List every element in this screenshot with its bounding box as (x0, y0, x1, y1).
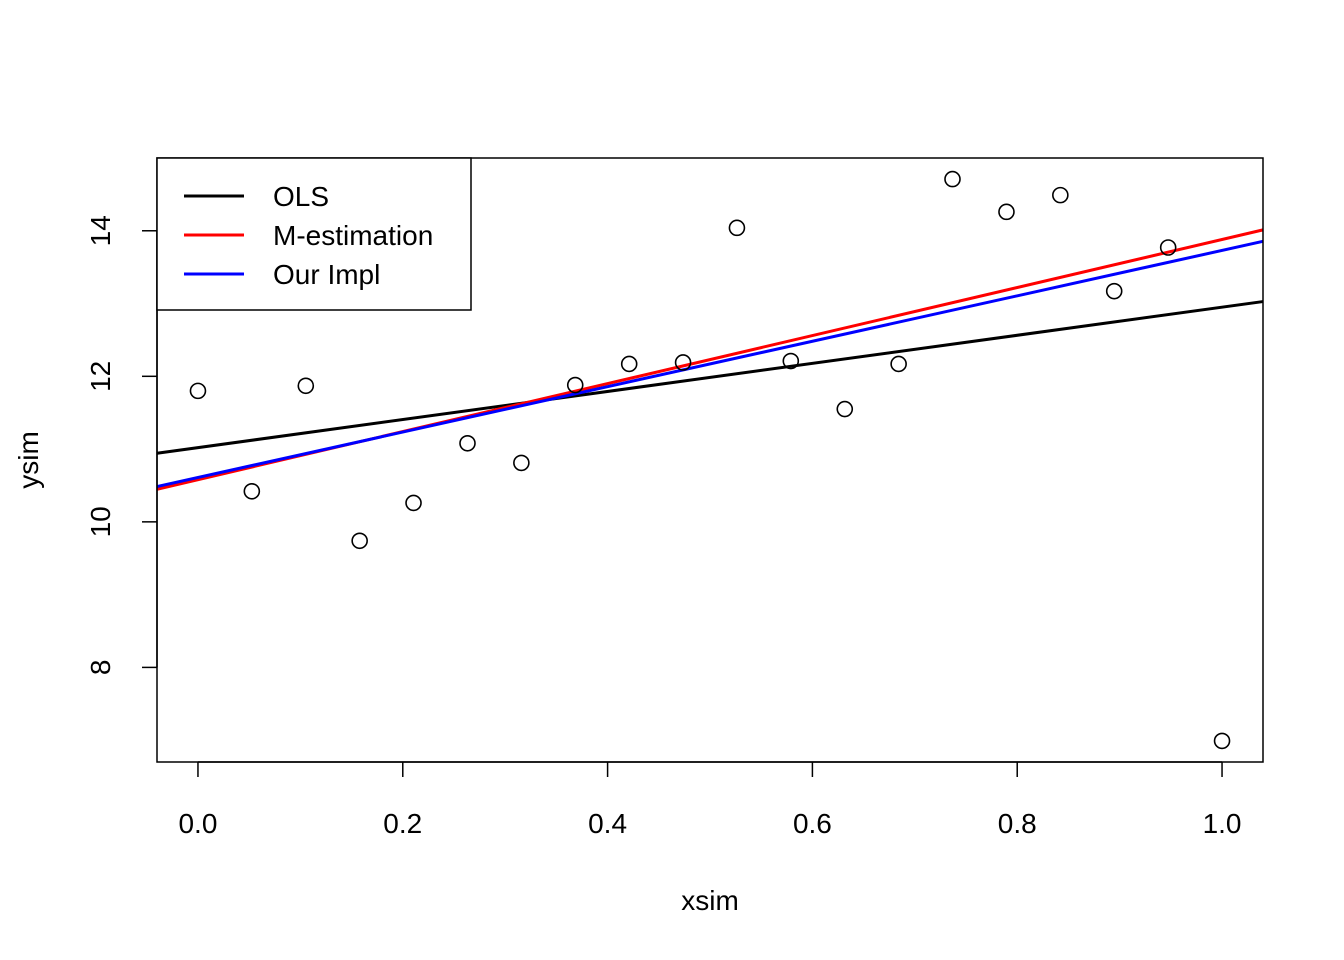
data-point (620, 355, 638, 373)
data-point (1213, 732, 1231, 750)
data-point (189, 382, 207, 400)
y-axis-label: ysim (13, 431, 44, 489)
x-tick-label: 0.0 (178, 808, 217, 839)
data-point (459, 434, 476, 452)
data-point (566, 376, 584, 394)
data-point (1052, 186, 1069, 204)
data-points (189, 170, 1231, 750)
legend: OLS M-estimation Our Impl (156, 157, 472, 311)
data-point (351, 532, 368, 550)
x-tick-label: 1.0 (1203, 808, 1242, 839)
data-point (836, 400, 854, 418)
data-point (944, 170, 961, 188)
series-line-2 (156, 239, 1264, 489)
data-point (243, 482, 261, 500)
data-point (513, 454, 530, 472)
legend-label: Our Impl (273, 259, 380, 290)
legend-label: M-estimation (273, 220, 433, 251)
data-point (674, 354, 692, 371)
y-tick-label: 10 (85, 506, 116, 537)
data-point (890, 355, 907, 373)
x-axis-label: xsim (681, 885, 739, 916)
data-point (728, 219, 746, 237)
series-line-0 (156, 300, 1264, 455)
data-point (405, 494, 422, 512)
data-point (297, 377, 315, 395)
data-point (782, 352, 800, 370)
y-tick-label: 8 (85, 660, 116, 676)
data-point (1105, 282, 1123, 300)
x-axis: 0.0 0.2 0.4 0.6 0.8 1.0 (178, 761, 1242, 839)
data-point (1159, 239, 1177, 256)
x-tick-label: 0.8 (998, 808, 1037, 839)
y-tick-label: 12 (85, 361, 116, 392)
data-point (998, 203, 1015, 221)
regression-lines (156, 228, 1264, 491)
y-tick-label: 14 (85, 215, 116, 246)
y-axis: 8 10 12 14 (85, 215, 158, 676)
x-tick-label: 0.4 (588, 808, 627, 839)
x-tick-label: 0.2 (383, 808, 422, 839)
x-tick-label: 0.6 (793, 808, 832, 839)
legend-label: OLS (273, 181, 329, 212)
